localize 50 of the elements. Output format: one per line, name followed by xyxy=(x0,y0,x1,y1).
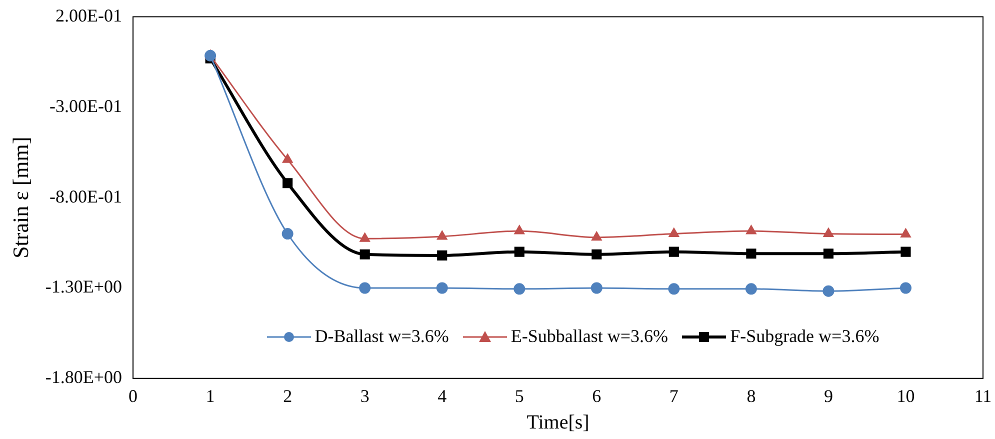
legend-label: F-Subgrade w=3.6% xyxy=(730,326,880,347)
point xyxy=(668,246,679,257)
y-tick-label: -8.00E-01 xyxy=(50,186,122,206)
y-tick-label: -1.30E+00 xyxy=(45,276,122,297)
point xyxy=(592,249,602,260)
x-tick-label: 5 xyxy=(514,386,524,406)
point xyxy=(204,50,216,62)
point xyxy=(900,228,911,238)
point xyxy=(668,283,680,295)
point xyxy=(514,246,524,257)
x-tick-label: 10 xyxy=(896,386,915,406)
point xyxy=(437,250,448,260)
point xyxy=(282,178,293,188)
point xyxy=(592,232,602,241)
point xyxy=(590,282,602,294)
point xyxy=(360,232,370,242)
point xyxy=(745,283,757,295)
x-tick-label: 6 xyxy=(592,386,602,406)
x-tick-label: 4 xyxy=(438,386,447,406)
x-axis-title: Time[s] xyxy=(526,411,590,434)
point xyxy=(823,228,834,238)
point xyxy=(282,154,293,163)
point xyxy=(822,285,834,297)
point xyxy=(359,282,371,294)
x-tick-label: 3 xyxy=(360,386,370,406)
x-tick-label: 9 xyxy=(824,386,833,406)
point xyxy=(514,225,524,234)
point xyxy=(514,283,526,295)
legend-label: D-Ballast w=3.6% xyxy=(314,326,449,347)
point xyxy=(360,249,370,260)
point xyxy=(900,246,911,257)
point xyxy=(282,228,294,240)
legend-label: E-Subballast w=3.6% xyxy=(510,326,668,347)
point xyxy=(437,230,448,240)
x-tick-label: 2 xyxy=(283,386,292,406)
y-tick-label: -3.00E-01 xyxy=(50,96,122,116)
y-axis-title: Strain ε [mm] xyxy=(8,136,33,258)
y-tick-label: 2.00E-01 xyxy=(56,6,122,26)
x-tick-label: 11 xyxy=(974,386,992,406)
point xyxy=(746,248,756,259)
y-tick-label: -1.80E+00 xyxy=(45,367,122,388)
point xyxy=(436,282,448,294)
point xyxy=(668,228,680,238)
point xyxy=(746,225,756,234)
x-tick-label: 7 xyxy=(669,386,678,406)
point xyxy=(900,282,912,294)
x-tick-label: 8 xyxy=(746,386,756,406)
x-tick-label: 0 xyxy=(128,386,138,406)
point xyxy=(823,248,834,259)
x-tick-label: 1 xyxy=(206,386,215,406)
